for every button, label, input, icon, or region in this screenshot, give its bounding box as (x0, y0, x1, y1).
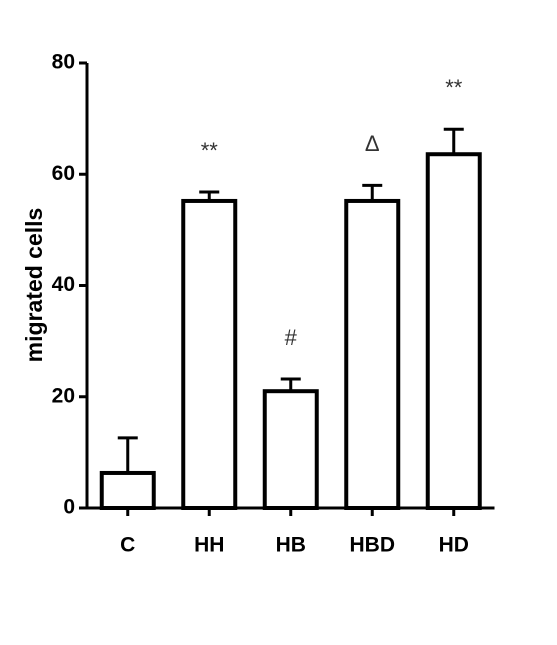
y-tick-label: 40 (52, 273, 75, 296)
bar (344, 198, 401, 510)
x-tick-label: HD (439, 534, 469, 557)
y-tick-label: 80 (52, 51, 75, 74)
annotation: ** (445, 75, 463, 100)
x-tick-label: HH (194, 534, 224, 557)
annotation: Δ (365, 131, 380, 156)
error-bar (280, 377, 301, 392)
annotation: # (285, 325, 298, 350)
bar (99, 470, 156, 510)
bar (262, 389, 319, 510)
x-tick-label: HB (276, 534, 306, 557)
bar (425, 152, 482, 510)
bar (181, 198, 238, 510)
x-tick-label: HBD (350, 534, 396, 557)
annotation: ** (201, 138, 219, 163)
x-tick-label: C (120, 534, 135, 557)
y-tick-label: 0 (63, 496, 75, 519)
error-bar (443, 127, 464, 155)
y-tick-label: 60 (52, 162, 75, 185)
y-axis-label: migrated cells (21, 208, 47, 363)
y-tick-label: 20 (52, 384, 75, 407)
error-bar (117, 436, 138, 473)
error-bar (362, 183, 383, 201)
error-bar (199, 190, 220, 201)
